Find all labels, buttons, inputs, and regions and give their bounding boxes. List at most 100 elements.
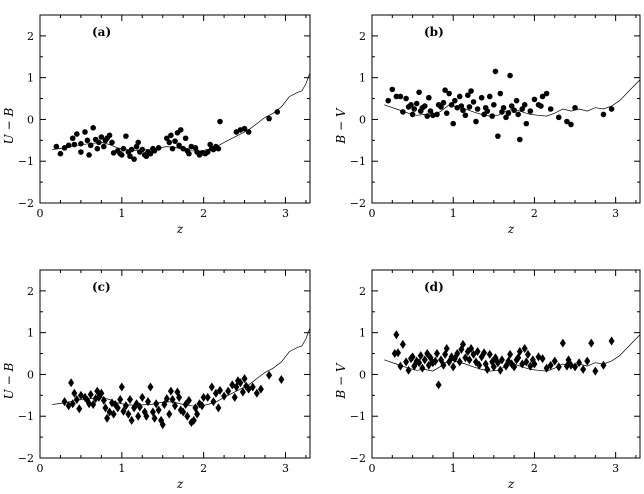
data-point-circle — [446, 90, 452, 97]
data-point-diamond — [69, 399, 76, 409]
data-point-diamond — [190, 415, 197, 425]
data-point-diamond — [114, 403, 121, 413]
data-point-circle — [135, 139, 141, 146]
data-point-diamond — [102, 403, 109, 413]
data-point-circle — [492, 68, 499, 75]
data-point-diamond — [608, 336, 615, 346]
panel-label: (d) — [424, 280, 444, 294]
data-point-diamond — [61, 397, 68, 407]
data-point-diamond — [68, 378, 75, 388]
data-point-diamond — [476, 360, 483, 370]
data-point-circle — [274, 109, 281, 115]
data-point-diamond — [486, 349, 493, 359]
x-tick-label: 2 — [200, 462, 207, 475]
data-point-diamond — [143, 411, 150, 421]
data-point-diamond — [249, 382, 256, 392]
data-point-diamond — [76, 404, 83, 414]
x-tick-label: 0 — [37, 207, 44, 220]
data-point-diamond — [424, 349, 431, 359]
data-point-diamond — [155, 405, 162, 415]
data-point-diamond — [588, 338, 595, 348]
data-point-circle — [478, 94, 485, 101]
plot-frame — [39, 14, 311, 204]
data-point-diamond — [459, 339, 466, 349]
data-point-diamond — [523, 357, 530, 367]
data-point-circle — [468, 88, 474, 94]
data-point-diamond — [521, 344, 528, 354]
data-point-diamond — [180, 407, 187, 417]
data-point-circle — [78, 149, 84, 155]
data-point-diamond — [484, 364, 491, 374]
data-point-diamond — [572, 362, 579, 372]
data-point-diamond — [539, 354, 546, 364]
data-point-circle — [555, 114, 562, 121]
y-tick-label: 0 — [359, 113, 366, 126]
data-point-diamond — [212, 388, 219, 398]
data-point-circle — [74, 131, 80, 137]
data-point-diamond — [167, 386, 174, 396]
data-point-circle — [168, 132, 174, 139]
data-point-circle — [61, 145, 68, 151]
data-point-diamond — [125, 409, 132, 419]
data-point-diamond — [405, 365, 412, 375]
data-point-diamond — [117, 395, 124, 405]
y-tick-label: −1 — [18, 410, 34, 423]
data-point-circle — [413, 100, 420, 107]
data-point-circle — [139, 146, 146, 153]
data-point-circle — [128, 146, 135, 153]
data-point-diamond — [399, 339, 406, 349]
x-axis-label: z — [176, 222, 184, 236]
data-point-diamond — [508, 359, 515, 369]
data-point-diamond — [440, 360, 447, 370]
data-point-circle — [495, 133, 501, 139]
data-point-diamond — [555, 362, 562, 372]
data-point-diamond — [100, 395, 107, 405]
data-point-diamond — [199, 401, 205, 411]
data-point-diamond — [278, 374, 285, 384]
data-point-diamond — [409, 352, 416, 362]
data-point-circle — [489, 113, 495, 119]
data-point-diamond — [416, 358, 423, 368]
data-point-circle — [448, 102, 455, 108]
data-point-diamond — [128, 415, 135, 425]
data-point-circle — [57, 150, 64, 157]
data-point-circle — [440, 99, 447, 106]
data-point-circle — [523, 120, 530, 127]
data-point-circle — [90, 125, 96, 131]
data-point-diamond — [215, 403, 222, 413]
data-point-diamond — [127, 395, 133, 405]
data-point-diamond — [507, 349, 514, 359]
data-point-diamond — [172, 401, 178, 411]
y-tick-label: 0 — [27, 113, 34, 126]
panel-c: 0 1 2 3 −2 −1 0 1 2 z U − B (c) — [2, 269, 311, 491]
data-point-diamond — [182, 400, 189, 410]
data-point-diamond — [600, 360, 607, 370]
y-axis-label: U − B — [2, 108, 16, 145]
data-point-circle — [497, 90, 504, 97]
data-point-diamond — [481, 348, 488, 358]
data-point-diamond — [516, 346, 523, 356]
x-axis-label: z — [507, 222, 515, 236]
data-point-diamond — [417, 351, 424, 361]
data-point-circle — [564, 118, 570, 125]
data-point-circle — [266, 115, 272, 122]
data-point-diamond — [466, 355, 473, 365]
plot-frame — [39, 269, 311, 459]
y-tick-label: −2 — [18, 197, 34, 210]
data-point-diamond — [551, 356, 558, 366]
data-point-diamond — [450, 362, 457, 372]
data-point-circle — [96, 139, 102, 146]
data-point-circle — [511, 107, 517, 114]
data-point-diamond — [73, 395, 80, 405]
data-point-diamond — [237, 378, 244, 388]
y-axis-label: B − V — [334, 362, 348, 400]
data-point-diamond — [166, 409, 173, 419]
panel-b: 0 1 2 3 −2 −1 0 1 2 z B − V (b) — [334, 14, 641, 236]
data-point-circle — [106, 132, 113, 139]
data-point-diamond — [185, 395, 192, 405]
panel-label: (c) — [92, 280, 111, 294]
data-point-circle — [474, 106, 481, 112]
data-point-circle — [531, 96, 538, 103]
data-point-circle — [164, 135, 170, 142]
